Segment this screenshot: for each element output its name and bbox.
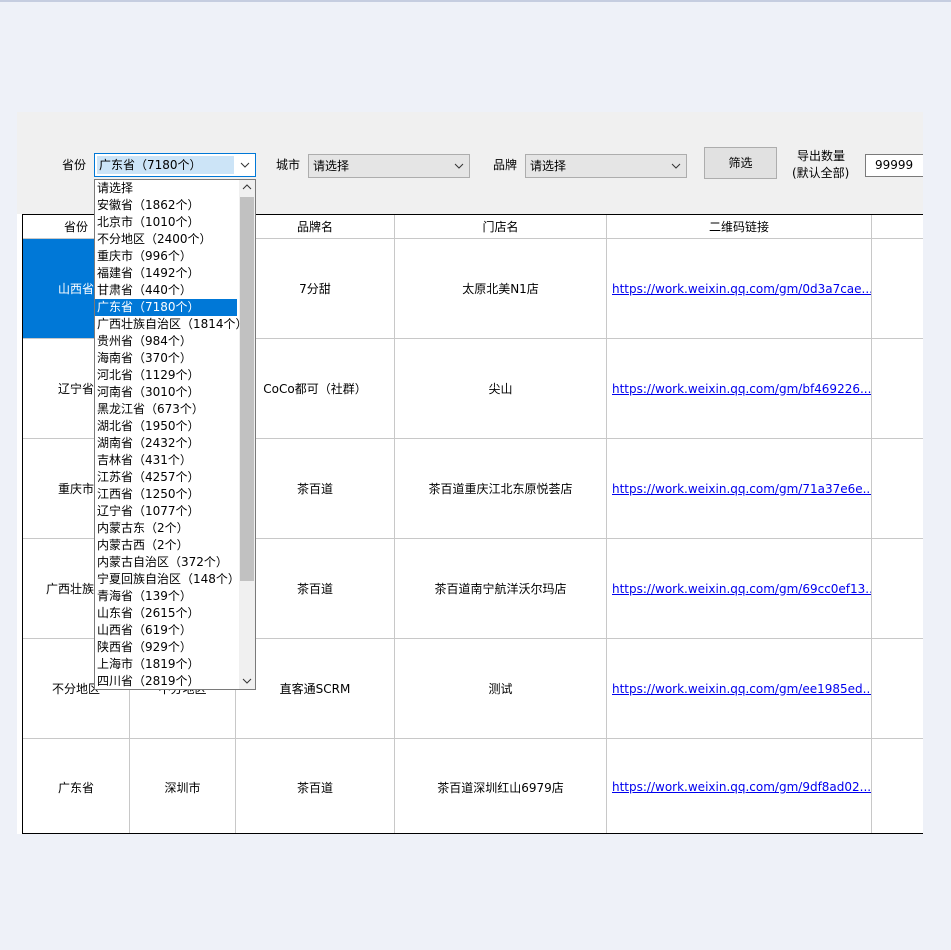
dropdown-item[interactable]: 江苏省（4257个）	[97, 470, 200, 484]
city-label: 城市	[276, 158, 301, 172]
dropdown-item[interactable]: 贵州省（984个）	[97, 334, 192, 348]
dropdown-item[interactable]: 重庆市（996个）	[97, 249, 192, 263]
qr-link[interactable]: https://work.weixin.qq.com/gm/71a37e6e..…	[607, 439, 872, 539]
table-cell: 茶百道深圳红山6979店	[395, 739, 607, 833]
table-cell	[872, 439, 923, 539]
table-cell: 茶百道重庆江北东原悦荟店	[395, 439, 607, 539]
table-cell: 尖山	[395, 339, 607, 439]
dropdown-item[interactable]: 内蒙古西（2个）	[97, 538, 189, 552]
qr-link[interactable]: https://work.weixin.qq.com/gm/ee1985ed..…	[607, 639, 872, 739]
scroll-thumb[interactable]	[240, 197, 254, 581]
table-cell	[872, 739, 923, 833]
dropdown-item[interactable]: 海南省（370个）	[97, 351, 192, 365]
dropdown-item[interactable]: 内蒙古东（2个）	[97, 521, 189, 535]
chevron	[240, 162, 250, 168]
dropdown-item[interactable]: 四川省（2819个）	[97, 674, 200, 688]
dropdown-item[interactable]: 安徽省（1862个）	[97, 198, 200, 212]
table-cell: 测试	[395, 639, 607, 739]
dropdown-item[interactable]: 上海市（1819个）	[97, 657, 200, 671]
dropdown-item[interactable]: 内蒙古自治区（372个）	[97, 555, 228, 569]
table-cell	[872, 639, 923, 739]
dropdown-item[interactable]: 广东省（7180个）	[95, 299, 237, 316]
dropdown-item[interactable]: 辽宁省（1077个）	[97, 504, 200, 518]
qr-link[interactable]: https://work.weixin.qq.com/gm/bf469226..…	[607, 339, 872, 439]
chevron	[671, 163, 681, 169]
brand-label: 品牌	[493, 158, 518, 172]
province-combobox[interactable]: 广东省（7180个）	[94, 153, 256, 177]
chevron	[454, 163, 464, 169]
dropdown-item[interactable]: 不分地区（2400个）	[97, 232, 212, 246]
city-combobox[interactable]: 请选择	[308, 154, 470, 178]
scroll-down[interactable]	[242, 678, 252, 684]
dropdown-item[interactable]: 河北省（1129个）	[97, 368, 200, 382]
dropdown-item[interactable]: 甘肃省（440个）	[97, 283, 192, 297]
header-cell: 品牌名	[236, 215, 395, 239]
brand-combobox[interactable]: 请选择	[525, 154, 687, 178]
qr-link[interactable]: https://work.weixin.qq.com/gm/0d3a7cae..…	[607, 239, 872, 339]
scroll-up[interactable]	[242, 184, 252, 190]
table-cell	[872, 539, 923, 639]
dropdown-item[interactable]: 陕西省（929个）	[97, 640, 192, 654]
table-cell: 深圳市	[130, 739, 236, 833]
dropdown-item[interactable]: 福建省（1492个）	[97, 266, 200, 280]
dropdown-item[interactable]: 湖北省（1950个）	[97, 419, 200, 433]
dropdown-item[interactable]: 山西省（619个）	[97, 623, 192, 637]
province-label: 省份	[62, 158, 87, 172]
header-cell: 门店名	[395, 215, 607, 239]
qr-link[interactable]: https://work.weixin.qq.com/gm/69cc0ef13.…	[607, 539, 872, 639]
table-cell: 太原北美N1店	[395, 239, 607, 339]
header-cell	[872, 215, 923, 239]
dropdown-item[interactable]: 河南省（3010个）	[97, 385, 200, 399]
dropdown-item[interactable]: 江西省（1250个）	[97, 487, 200, 501]
city-value: 请选择	[313, 159, 350, 173]
dropdown-item[interactable]: 湖南省（2432个）	[97, 436, 200, 450]
table-cell	[872, 239, 923, 339]
dropdown-item[interactable]: 宁夏回族自治区（148个）	[97, 572, 240, 586]
table-cell: CoCo都可（社群）	[236, 339, 395, 439]
table-cell: 茶百道南宁航洋沃尔玛店	[395, 539, 607, 639]
header-cell: 二维码链接	[607, 215, 872, 239]
scrollbar	[239, 180, 255, 689]
export-label: 导出数量	[797, 149, 846, 163]
table-cell: 茶百道	[236, 539, 395, 639]
dropdown-item[interactable]: 青海省（139个）	[97, 589, 192, 603]
dropdown-item[interactable]: 吉林省（431个）	[97, 453, 192, 467]
table-cell: 茶百道	[236, 439, 395, 539]
table-cell: 广东省	[23, 739, 130, 833]
dropdown-item[interactable]: 北京市（1010个）	[97, 215, 200, 229]
qr-link[interactable]: https://work.weixin.qq.com/gm/9df8ad02..…	[607, 739, 872, 833]
table-cell: 直客通SCRM	[236, 639, 395, 739]
table-cell	[872, 339, 923, 439]
export-label: (默认全部)	[792, 166, 850, 180]
filter-button[interactable]: 筛选	[704, 147, 777, 179]
table-cell: 7分甜	[236, 239, 395, 339]
brand-value: 请选择	[530, 159, 567, 173]
province-value: 广东省（7180个）	[97, 156, 234, 174]
dropdown-list: 请选择安徽省（1862个） 北京市（1010个） 不分地区（2400个） 重庆市（99…	[94, 179, 256, 690]
table-cell: 茶百道	[236, 739, 395, 833]
dropdown-item[interactable]: 请选择	[97, 181, 134, 195]
dropdown-item[interactable]: 山东省（2615个）	[97, 606, 200, 620]
dropdown-item[interactable]: 黑龙江省（673个）	[97, 402, 204, 416]
dropdown-item[interactable]: 广西壮族自治区（1814个）	[97, 317, 248, 331]
export-input[interactable]: 99999	[865, 154, 923, 177]
